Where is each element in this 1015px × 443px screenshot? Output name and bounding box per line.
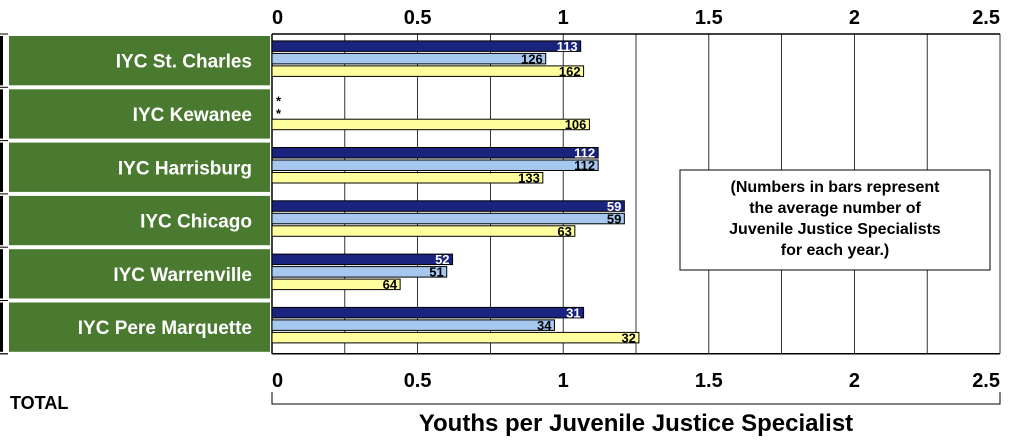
category-label: IYC Chicago <box>140 212 252 233</box>
category-label: IYC Kewanee <box>133 105 252 126</box>
bar <box>271 253 454 266</box>
bar <box>271 172 544 184</box>
note-line: Juvenile Justice Specialists <box>729 221 941 238</box>
bar-value-label: 162 <box>559 64 581 79</box>
x-axis-title: Youths per Juvenile Justice Specialist <box>419 410 853 437</box>
category-label: IYC Warrenville <box>113 265 252 286</box>
x-tick-label-bottom: 1 <box>558 370 569 392</box>
bar-value-label: 31 <box>566 305 580 320</box>
x-tick-label-top: 2 <box>849 7 860 29</box>
bar-value-label: 59 <box>607 199 621 214</box>
label-edge-mark <box>0 249 3 299</box>
x-tick-label-bottom: 0 <box>272 370 283 392</box>
category-label-cell <box>9 36 270 86</box>
bar-missing-marker: * <box>276 106 282 121</box>
bar-value-label: 64 <box>383 277 398 292</box>
bar-missing-marker: * <box>276 94 282 109</box>
label-edge-mark <box>0 195 3 246</box>
note-line: (Numbers in bars represent <box>731 179 941 196</box>
bar <box>271 278 401 291</box>
bar-value-label: 34 <box>537 318 552 333</box>
category-label-cell <box>9 195 270 246</box>
x-tick-label-top: 1.5 <box>695 7 723 29</box>
bar <box>271 225 576 237</box>
bar-value-label: 126 <box>521 51 543 66</box>
label-edge-mark <box>0 302 3 352</box>
total-label: TOTAL <box>10 393 68 413</box>
bar <box>271 147 599 159</box>
category-label-cell <box>9 89 270 139</box>
x-tick-label-top: 0.5 <box>404 7 432 29</box>
x-tick-label-top: 2.5 <box>972 7 1000 29</box>
bar <box>271 212 625 225</box>
bar-value-label: 112 <box>574 158 595 173</box>
bar-value-label: 113 <box>557 39 578 54</box>
bar <box>271 52 547 65</box>
x-tick-label-bottom: 1.5 <box>695 370 723 392</box>
bar <box>271 159 599 171</box>
bar-value-label: 52 <box>435 252 449 267</box>
bar-value-label: 32 <box>621 330 635 345</box>
bar-value-label: 133 <box>518 171 540 186</box>
note-box <box>679 169 991 271</box>
bar <box>271 65 585 77</box>
label-edge-mark <box>0 89 3 139</box>
x-tick-label-bottom: 2 <box>849 370 860 392</box>
x-axis-bracket <box>271 392 1001 405</box>
bar-value-label: 63 <box>557 224 571 239</box>
bar-value-label: 112 <box>574 146 595 161</box>
note-line: the average number of <box>749 200 921 217</box>
category-label-cell <box>9 302 270 352</box>
x-tick-label-bottom: 0.5 <box>404 370 432 392</box>
category-label: IYC St. Charles <box>116 52 252 73</box>
bar-value-label: 106 <box>565 117 587 132</box>
bar-value-label: 51 <box>429 265 443 280</box>
category-label: IYC Harrisburg <box>118 158 252 179</box>
label-edge-mark <box>0 36 3 86</box>
category-label-cell <box>9 142 270 192</box>
bar-value-label: 59 <box>607 211 621 226</box>
x-tick-label-top: 1 <box>558 7 569 29</box>
category-label: IYC Pere Marquette <box>78 318 252 339</box>
bar <box>271 266 448 278</box>
bar <box>271 331 640 344</box>
bar <box>271 200 625 212</box>
bar <box>271 319 555 331</box>
bar <box>271 118 590 131</box>
label-edge-mark <box>0 142 3 192</box>
x-tick-label-top: 0 <box>272 7 283 29</box>
x-tick-label-bottom: 2.5 <box>972 370 1000 392</box>
bar <box>271 40 582 52</box>
bar <box>271 306 585 319</box>
note-line: for each year.) <box>781 242 890 259</box>
category-label-cell <box>9 249 270 299</box>
